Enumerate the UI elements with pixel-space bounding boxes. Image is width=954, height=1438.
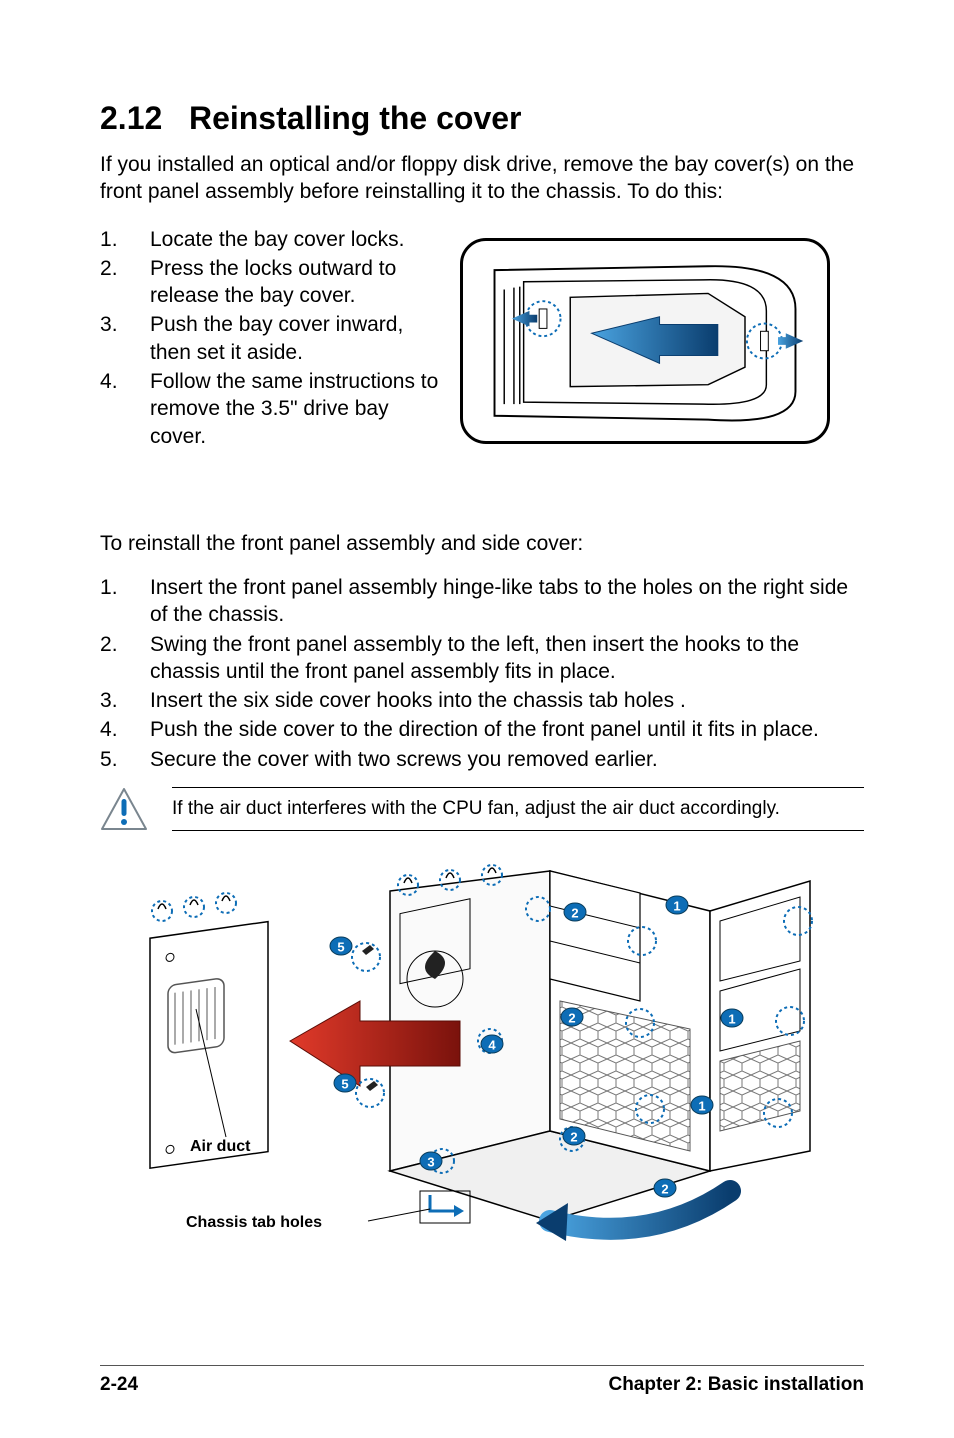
svg-text:5: 5: [337, 940, 344, 955]
page-footer: 2-24 Chapter 2: Basic installation: [100, 1365, 864, 1396]
label-tab-holes: Chassis tab holes: [186, 1214, 322, 1231]
step-b-2: Swing the front panel assembly to the le…: [100, 631, 864, 686]
note-text: If the air duct interferes with the CPU …: [172, 787, 864, 831]
step-b-1: Insert the front panel assembly hinge-li…: [100, 574, 864, 629]
step-b-3: Insert the six side cover hooks into the…: [100, 687, 864, 714]
svg-text:1: 1: [698, 1099, 705, 1114]
step-a-3: Push the bay cover inward, then set it a…: [100, 311, 440, 366]
step-b-4: Push the side cover to the direction of …: [100, 716, 864, 743]
svg-text:5: 5: [341, 1077, 348, 1092]
svg-text:3: 3: [427, 1155, 434, 1170]
figure-reinstall: Air duct: [130, 851, 850, 1271]
footer-page-number: 2-24: [100, 1374, 138, 1396]
step-a-4: Follow the same instructions to remove t…: [100, 368, 440, 450]
figure-bay-cover: [460, 238, 830, 444]
step-a-1: Locate the bay cover locks.: [100, 226, 440, 253]
svg-text:4: 4: [488, 1038, 496, 1053]
steps-list-a: Locate the bay cover locks. Press the lo…: [100, 226, 440, 450]
svg-text:1: 1: [728, 1012, 735, 1027]
intro-paragraph: If you installed an optical and/or flopp…: [100, 151, 864, 206]
steps-list-b: Insert the front panel assembly hinge-li…: [100, 574, 864, 773]
subheading: To reinstall the front panel assembly an…: [100, 532, 864, 556]
step-b-5: Secure the cover with two screws you rem…: [100, 746, 864, 773]
label-air-duct: Air duct: [190, 1138, 251, 1155]
svg-text:2: 2: [571, 906, 578, 921]
section-title-text: Reinstalling the cover: [189, 100, 522, 136]
step-a-2: Press the locks outward to release the b…: [100, 255, 440, 310]
section-number: 2.12: [100, 100, 162, 136]
svg-text:2: 2: [570, 1130, 577, 1145]
footer-chapter: Chapter 2: Basic installation: [608, 1374, 864, 1396]
section-heading: 2.12 Reinstalling the cover: [100, 100, 864, 137]
warning-icon: [100, 787, 148, 831]
svg-text:2: 2: [661, 1182, 668, 1197]
svg-text:1: 1: [673, 899, 680, 914]
svg-text:2: 2: [568, 1011, 575, 1026]
